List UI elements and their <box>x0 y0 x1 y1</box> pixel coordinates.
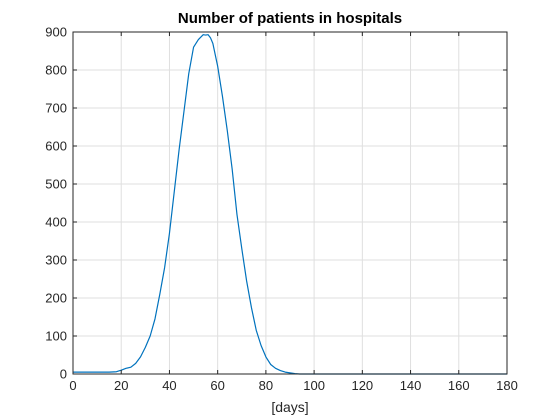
series-line <box>73 34 507 375</box>
x-tick-label: 180 <box>496 378 518 393</box>
ticks <box>72 31 508 375</box>
y-tick-label: 700 <box>45 101 67 116</box>
chart-title: Number of patients in hospitals <box>178 10 402 27</box>
y-tick-label: 900 <box>45 25 67 40</box>
y-tick-label: 800 <box>45 63 67 78</box>
x-tick-label: 20 <box>114 378 128 393</box>
x-tick-label: 140 <box>400 378 422 393</box>
y-tick-label: 100 <box>45 329 67 344</box>
tick-labels: 0 20 40 60 80 100 120 140 160 180 0 100 200 300 400 500… <box>45 25 518 394</box>
x-tick-label: 60 <box>210 378 224 393</box>
x-tick-label: 40 <box>162 378 176 393</box>
y-tick-label: 200 <box>45 291 67 306</box>
series-lines <box>73 34 507 375</box>
y-tick-label: 500 <box>45 177 67 192</box>
x-tick-label: 120 <box>351 378 373 393</box>
x-axis-label: [days] <box>271 399 308 415</box>
x-tick-label: 80 <box>259 378 273 393</box>
plot-frame <box>72 31 508 375</box>
x-tick-label: 100 <box>303 378 325 393</box>
x-tick-label: 160 <box>448 378 470 393</box>
y-tick-label: 300 <box>45 253 67 268</box>
plot-area <box>73 32 507 374</box>
y-tick-label: 600 <box>45 139 67 154</box>
x-tick-label: 0 <box>69 378 76 393</box>
y-tick-label: 0 <box>60 367 67 382</box>
y-tick-label: 400 <box>45 215 67 230</box>
